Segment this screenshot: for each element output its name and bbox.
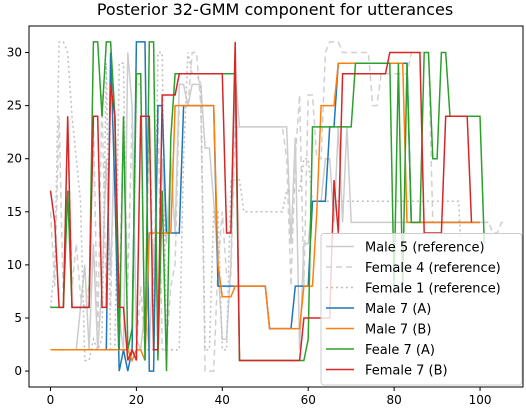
y-tick-label: 10 <box>7 258 22 272</box>
legend: Male 5 (reference) Female 4 (reference) Fe… <box>320 233 523 386</box>
x-tick-label: 100 <box>469 393 492 407</box>
axes-layer: 0 20 40 60 80 100 0 5 10 15 20 25 30 <box>7 46 492 407</box>
y-tick-label: 25 <box>7 99 22 113</box>
y-tick-label: 15 <box>7 205 22 219</box>
legend-label-0: Male 5 (reference) <box>365 241 485 256</box>
legend-label-5: Feale 7 (A) <box>365 343 435 358</box>
x-tick-label: 60 <box>301 393 316 407</box>
x-tick-label: 20 <box>129 393 144 407</box>
y-tick-label: 0 <box>14 364 22 378</box>
x-tick-label: 0 <box>47 393 55 407</box>
legend-box <box>320 233 523 386</box>
series-line-1 <box>49 41 506 372</box>
legend-label-3: Male 7 (A) <box>365 302 431 317</box>
chart-title: Posterior 32-GMM component for utterance… <box>97 0 453 19</box>
legend-label-2: Female 1 (reference) <box>365 282 501 297</box>
series-line-2 <box>49 41 489 362</box>
y-tick-label: 20 <box>7 152 22 166</box>
series-line-6 <box>49 41 473 362</box>
legend-label-4: Male 7 (B) <box>365 323 431 338</box>
y-tick-label: 30 <box>7 46 22 60</box>
legend-label-1: Female 4 (reference) <box>365 261 501 276</box>
y-tick-label: 5 <box>14 311 22 325</box>
legend-label-6: Female 7 (B) <box>365 364 448 379</box>
plot-frame <box>28 25 524 388</box>
x-tick-label: 40 <box>215 393 230 407</box>
series-layer <box>49 41 506 372</box>
x-tick-label: 80 <box>386 393 401 407</box>
